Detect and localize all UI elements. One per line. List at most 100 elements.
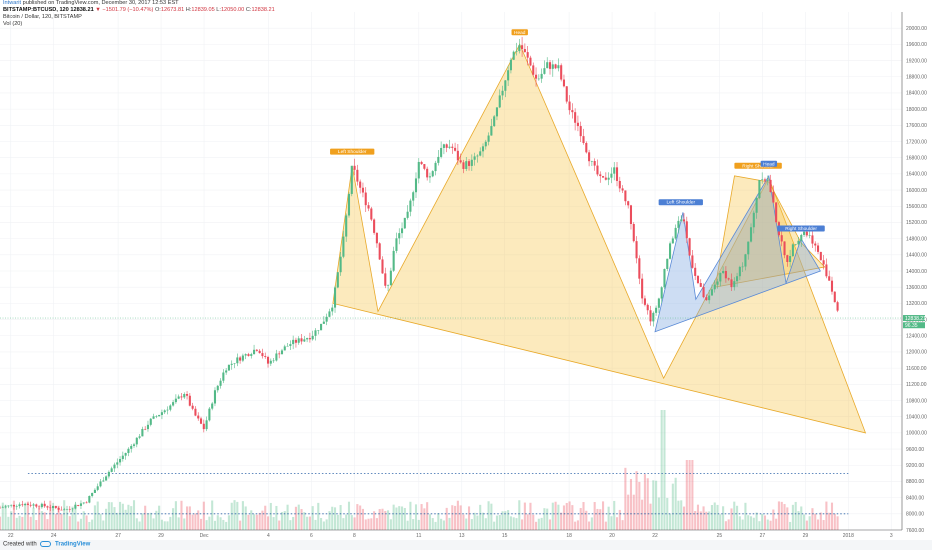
tradingview-brand[interactable]: TradingView: [55, 541, 91, 548]
volume-bar: [322, 521, 325, 530]
volume-bar: [481, 512, 485, 530]
volume-bar: [328, 511, 331, 530]
candle-body: [736, 276, 739, 282]
open-key: O:: [154, 7, 161, 13]
y-tick-label: 18400.00: [906, 91, 927, 97]
candle-body: [149, 418, 152, 425]
x-tick-label: 6: [310, 533, 313, 539]
candle-body: [219, 380, 222, 386]
volume-bar: [294, 506, 297, 530]
candle-body: [585, 142, 588, 153]
candle-body: [121, 455, 124, 460]
candle-body: [361, 187, 364, 193]
volume-bar: [345, 514, 348, 530]
candle-body: [481, 146, 485, 152]
volume-bar: [261, 510, 264, 530]
candle-body: [669, 243, 672, 259]
volume-bar: [736, 505, 739, 530]
volume-bar: [509, 516, 512, 530]
y-tick-label: 14000.00: [906, 269, 927, 275]
volume-bar: [347, 501, 351, 530]
candle-body: [107, 471, 110, 477]
y-tick-label: 18000.00: [906, 107, 927, 113]
candle-body: [364, 192, 367, 206]
candle-body: [353, 165, 356, 170]
volume-bar: [314, 519, 317, 530]
volume-bar: [462, 514, 465, 530]
volume-bar: [521, 519, 524, 530]
volume-bar: [749, 516, 753, 530]
volume-bar: [233, 500, 236, 530]
volume-bar: [180, 500, 183, 530]
volume-bar: [230, 502, 233, 530]
volume-bar: [241, 501, 244, 530]
candle-body: [244, 354, 247, 356]
candle-body: [467, 161, 471, 166]
volume-bar: [576, 520, 579, 530]
candle-body: [333, 287, 337, 308]
volume-bar: [738, 516, 741, 530]
last-price: 12838.21: [70, 7, 94, 13]
candle-body: [320, 323, 323, 331]
volume-bar: [21, 516, 24, 530]
x-tick-label: 25: [717, 533, 723, 539]
volume-bar: [613, 500, 616, 530]
y-tick-label: 7600.00: [906, 528, 924, 534]
volume-bar: [88, 521, 91, 530]
volume-bar: [269, 502, 272, 530]
volume-bar: [518, 500, 521, 530]
candle-body: [266, 356, 270, 364]
volume-bar: [822, 520, 825, 530]
y-tick-label: 9600.00: [906, 447, 924, 453]
y-tick-label: 9200.00: [906, 463, 924, 469]
chart-header: Intwarit published on TradingView.com, D…: [3, 0, 903, 28]
candle-body: [146, 424, 150, 430]
volume-bar: [677, 500, 680, 530]
candle-body: [278, 353, 281, 355]
candle-body: [543, 68, 546, 74]
volume-bar: [225, 521, 228, 530]
candle-body: [657, 298, 660, 308]
candle-body: [493, 116, 496, 127]
candle-body: [604, 177, 607, 180]
volume-bar: [769, 520, 772, 530]
volume-bar: [674, 477, 677, 530]
volume-bar: [308, 516, 311, 530]
volume-bar: [244, 506, 247, 530]
volume-bar: [487, 501, 490, 530]
y-tick-label: 13600.00: [906, 285, 927, 291]
candle-body: [18, 504, 21, 507]
volume-bar: [395, 507, 398, 530]
candle-body: [211, 403, 214, 409]
candle-body: [437, 156, 440, 163]
volume-bar: [560, 512, 563, 530]
volume-bar: [635, 471, 638, 530]
candle-body: [752, 212, 755, 228]
volume-bar: [473, 512, 476, 530]
author-link[interactable]: Intwarit: [3, 0, 22, 6]
candle-body: [822, 260, 825, 265]
candle-body: [119, 459, 122, 463]
candle-body: [93, 489, 96, 493]
candle-body: [205, 420, 208, 430]
symbol-name[interactable]: BITSTAMP:BTCUSD, 120: [3, 7, 69, 13]
volume-bar: [60, 514, 63, 530]
volume-bar: [758, 521, 761, 530]
volume-bar: [708, 511, 711, 530]
volume-bar: [428, 514, 432, 530]
candle-body: [794, 244, 797, 245]
candle-body: [677, 220, 680, 228]
candle-body: [339, 256, 342, 273]
candle-body: [800, 234, 803, 241]
candle-body: [166, 409, 169, 411]
volume-bar: [292, 516, 295, 530]
volume-bar: [493, 521, 496, 530]
volume-bar: [445, 507, 448, 530]
symbol-line: BITSTAMP:BTCUSD, 120 12838.21 ▼ −1501.79…: [3, 7, 903, 14]
candle-body: [15, 506, 18, 507]
candle-body: [347, 193, 351, 216]
volume-bar: [155, 510, 158, 530]
candle-body: [414, 178, 418, 193]
volume-bar: [353, 517, 356, 530]
